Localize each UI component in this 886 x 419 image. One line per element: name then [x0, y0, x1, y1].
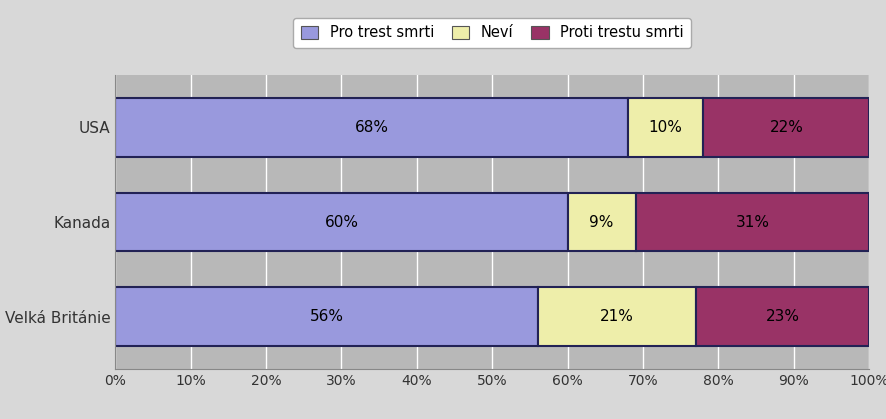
- Text: 21%: 21%: [599, 309, 633, 324]
- Bar: [703, 98, 868, 157]
- Bar: [634, 193, 868, 251]
- Text: 10%: 10%: [648, 120, 682, 135]
- Legend: Pro trest smrti, Neví, Proti trestu smrti: Pro trest smrti, Neví, Proti trestu smrt…: [293, 18, 690, 48]
- Text: 22%: 22%: [768, 120, 803, 135]
- Text: 31%: 31%: [734, 215, 768, 230]
- Bar: [567, 193, 634, 251]
- Bar: [695, 287, 868, 346]
- Bar: [115, 193, 567, 251]
- Text: 9%: 9%: [589, 215, 613, 230]
- Bar: [115, 98, 627, 157]
- Bar: [537, 287, 696, 346]
- Bar: [627, 98, 703, 157]
- Text: 68%: 68%: [354, 120, 388, 135]
- Text: 23%: 23%: [765, 309, 798, 324]
- Text: 60%: 60%: [324, 215, 358, 230]
- Text: 56%: 56%: [309, 309, 343, 324]
- Bar: [115, 287, 537, 346]
